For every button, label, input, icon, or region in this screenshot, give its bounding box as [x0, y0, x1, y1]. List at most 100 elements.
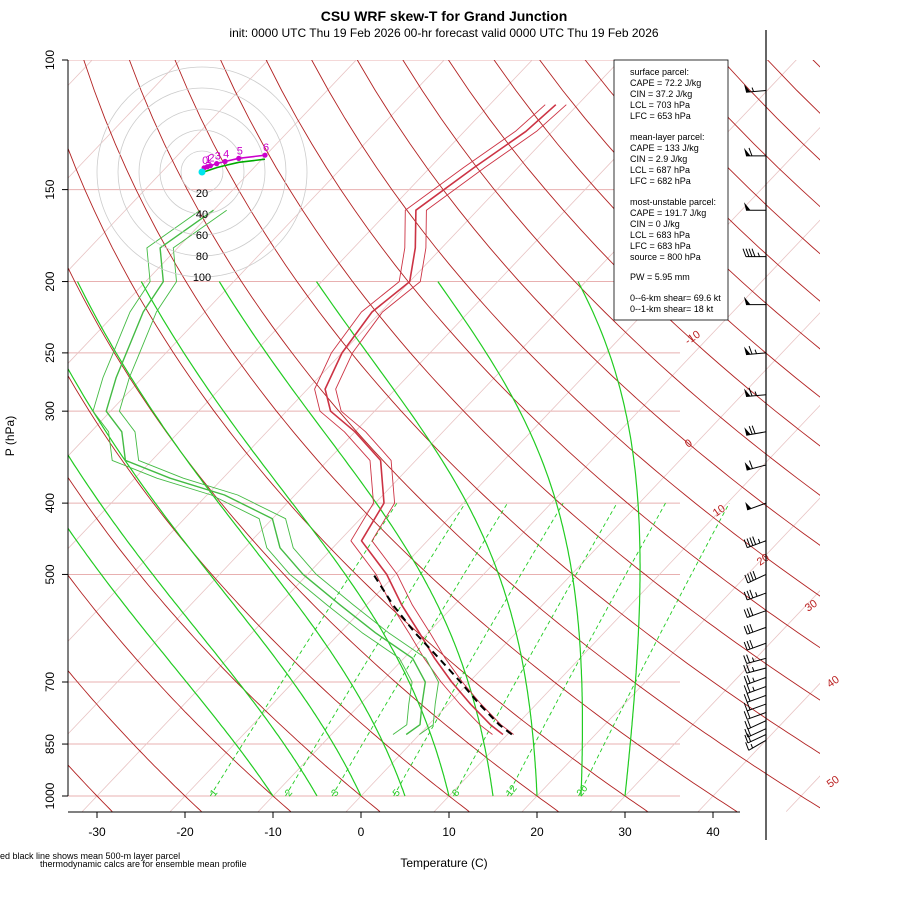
wind-barb-pennant — [745, 501, 752, 510]
wind-barb-half-flag — [757, 538, 761, 544]
hodograph-ring-label: 40 — [196, 209, 208, 221]
mixing-ratio-line — [507, 502, 666, 797]
shear-0-1km: 0--1-km shear= 18 kt — [630, 304, 714, 314]
y-tick-label: 150 — [43, 179, 57, 199]
hodograph-ring — [117, 87, 287, 257]
moist-adiabat — [140, 281, 450, 797]
wind-barb-flag — [746, 654, 751, 663]
y-tick-label: 400 — [43, 493, 57, 513]
wind-barb-flag — [749, 639, 754, 649]
wind-barb-flag — [751, 425, 756, 434]
wind-barb-staff — [747, 711, 767, 720]
isotherm-label: 0 — [683, 437, 695, 450]
wind-barb-half-flag — [751, 87, 755, 92]
mixing-ratio-line — [209, 502, 398, 797]
isotherm-line — [68, 60, 621, 642]
wind-barb — [743, 664, 767, 674]
wind-barb — [743, 607, 767, 618]
wind-barb-flag — [743, 609, 748, 618]
wind-barb-flag — [744, 574, 749, 584]
wind-barb — [743, 684, 767, 694]
mixing-ratio-label: 1 — [208, 787, 220, 799]
wind-barb — [744, 570, 767, 584]
dewpoint-trace — [105, 209, 426, 736]
wind-barb-flag — [743, 539, 748, 548]
x-axis-label: Temperature (C) — [400, 856, 487, 870]
dry-adiabat — [447, 60, 820, 447]
temperature-trace — [324, 104, 557, 736]
surface-cin: CIN = 37.2 J/kg — [630, 89, 692, 99]
x-tick-label: -30 — [88, 825, 106, 839]
wind-barb-pennant — [744, 84, 751, 93]
isotherm-line — [257, 219, 820, 812]
hodograph-height-label: 6 — [263, 142, 269, 154]
isotherm-line — [68, 60, 269, 272]
wind-barb-staff — [747, 626, 767, 635]
wind-barb-flag — [746, 675, 751, 684]
wind-barb-flag — [746, 590, 751, 600]
dry-adiabat — [83, 60, 738, 812]
wind-barb-flag — [749, 623, 754, 633]
mixing-ratio-label: 3 — [330, 787, 342, 799]
wind-barb-flag — [743, 664, 748, 674]
dry-adiabat — [174, 60, 820, 754]
wind-barb — [744, 202, 766, 211]
isotherm-label: 30 — [803, 598, 820, 615]
wind-barb — [744, 345, 767, 356]
hodograph-height-label: 0 — [202, 155, 208, 167]
hodograph-height-label: 4 — [223, 149, 229, 161]
hodograph-ring — [138, 108, 266, 236]
surface-parcel-header: surface parcel: — [630, 67, 689, 77]
dry-adiabat — [68, 266, 559, 812]
isotherm-label: -10 — [683, 329, 703, 348]
x-tick-label: 40 — [706, 825, 720, 839]
y-tick-label: 700 — [43, 672, 57, 692]
mu-source: source = 800 hPa — [630, 252, 701, 262]
wind-barb-flag — [746, 608, 751, 617]
wind-barb-half-flag — [754, 391, 758, 396]
wind-barb-flag — [746, 640, 751, 650]
mixing-ratio-line — [578, 502, 730, 797]
dry-adiabat — [356, 60, 820, 546]
wind-barb-flag — [748, 248, 753, 257]
wind-barb-pennant — [744, 147, 751, 156]
mixing-ratio-line — [393, 502, 564, 797]
wind-barb — [743, 654, 767, 664]
y-tick-label: 850 — [43, 734, 57, 754]
wind-barb-flag — [751, 248, 756, 257]
wind-barb-column — [742, 30, 767, 840]
wind-barb-pennant — [744, 462, 752, 471]
wind-barb-flag — [749, 460, 753, 469]
wind-barb-flag — [752, 570, 757, 580]
wind-barb — [744, 733, 767, 744]
surface-lcl: LCL = 703 hPa — [630, 100, 690, 110]
wind-barb-flag — [743, 694, 748, 703]
chart-subtitle: init: 0000 UTC Thu 19 Feb 2026 00-hr for… — [229, 26, 658, 40]
wind-barb — [744, 296, 766, 306]
mu-cin: CIN = 0 J/kg — [630, 219, 680, 229]
wind-barb-pennant — [744, 346, 751, 355]
wind-barb-staff — [747, 642, 767, 651]
hodograph-height-label: 5 — [237, 145, 243, 157]
moist-adiabat — [577, 281, 641, 797]
dry-adiabat — [68, 574, 291, 812]
hodograph-height-label: 3 — [215, 151, 221, 163]
dewpoint-trace — [92, 209, 413, 735]
mu-cape: CAPE = 191.7 J/kg — [630, 208, 706, 218]
hodograph-point — [214, 161, 220, 167]
hodograph-ring — [96, 66, 308, 278]
wind-barb — [742, 248, 766, 258]
isotherm-line — [68, 60, 181, 179]
x-tick-label: 10 — [442, 825, 456, 839]
hodograph-point — [207, 163, 213, 169]
wind-barb-flag — [743, 685, 748, 694]
hodograph-height-label: 2 — [208, 153, 214, 165]
isotherm-label: 20 — [755, 552, 772, 569]
mixing-ratio-line — [453, 502, 618, 797]
wind-barb-half-flag — [751, 657, 755, 662]
wind-barb-flag — [747, 573, 752, 582]
isotherm-line — [521, 497, 820, 812]
wind-barb-flag — [748, 345, 753, 355]
wind-barb-flag — [747, 727, 752, 737]
